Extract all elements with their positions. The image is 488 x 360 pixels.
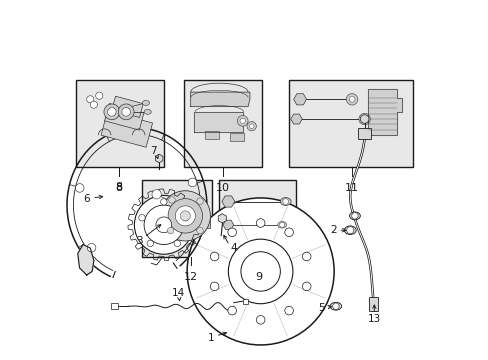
Circle shape [360,115,368,123]
Bar [160,220,210,228]
Circle shape [227,306,236,315]
Circle shape [107,108,116,116]
Circle shape [160,199,167,205]
Bar [230,133,244,140]
Bar [101,111,152,147]
Text: 14: 14 [172,288,185,298]
Circle shape [210,252,219,261]
Circle shape [249,124,253,129]
Text: 2: 2 [329,225,336,235]
Circle shape [187,198,333,345]
Circle shape [196,198,203,204]
Text: 9: 9 [255,272,262,282]
Bar [368,297,377,311]
Text: 3: 3 [136,236,143,246]
Ellipse shape [142,100,149,105]
Polygon shape [190,92,249,107]
Bar [112,96,143,117]
Text: 8: 8 [115,182,122,192]
Polygon shape [194,112,242,132]
Circle shape [332,303,339,310]
Bar [204,131,219,139]
Circle shape [302,252,310,261]
Circle shape [348,96,354,102]
Text: 7: 7 [149,146,156,156]
Circle shape [246,122,256,131]
Circle shape [361,116,367,122]
Circle shape [122,108,130,116]
Circle shape [279,222,284,227]
Circle shape [132,134,141,143]
Bar [183,80,262,167]
Circle shape [90,101,97,108]
Bar [289,80,412,167]
Bar [104,104,143,130]
Circle shape [134,195,193,254]
Circle shape [104,104,120,120]
Polygon shape [78,244,94,275]
Circle shape [227,228,236,237]
Circle shape [210,282,219,291]
Circle shape [147,240,153,247]
Circle shape [346,226,353,234]
Circle shape [96,92,102,99]
Circle shape [282,199,288,204]
Circle shape [256,219,264,227]
Circle shape [302,282,310,291]
Circle shape [168,197,175,203]
Text: 6: 6 [83,194,90,204]
Ellipse shape [144,109,151,114]
Text: 10: 10 [216,183,229,193]
Circle shape [284,228,293,237]
Text: 4: 4 [230,243,237,253]
Circle shape [284,306,293,315]
Circle shape [240,118,245,123]
Circle shape [196,228,203,234]
Text: 12: 12 [183,272,197,282]
Ellipse shape [329,302,341,310]
Circle shape [346,94,357,105]
Text: 8: 8 [115,183,122,193]
Circle shape [87,243,96,252]
Circle shape [156,217,171,233]
Ellipse shape [344,226,355,234]
Bar [242,299,248,304]
Ellipse shape [349,212,360,220]
Circle shape [75,184,84,192]
Circle shape [351,213,357,219]
Ellipse shape [277,222,286,228]
Text: 11: 11 [345,183,358,193]
Ellipse shape [280,198,290,206]
Circle shape [175,206,195,226]
Circle shape [237,116,247,126]
Circle shape [152,190,161,199]
Circle shape [144,205,183,244]
Circle shape [168,199,202,233]
Circle shape [167,228,174,234]
Circle shape [139,215,145,221]
Circle shape [256,316,264,324]
Bar [357,128,370,139]
Circle shape [86,96,94,103]
Bar [219,180,296,257]
Circle shape [358,113,369,125]
Circle shape [180,211,190,221]
Polygon shape [367,89,402,135]
Text: 5: 5 [317,303,324,314]
Circle shape [160,191,210,241]
Bar [142,180,212,257]
Circle shape [228,239,292,304]
Bar [111,303,117,309]
Circle shape [174,240,180,247]
Text: 13: 13 [367,315,380,324]
Text: 1: 1 [208,333,214,343]
Bar [76,80,163,167]
Circle shape [182,215,188,221]
Circle shape [241,252,280,291]
Circle shape [118,104,134,120]
Circle shape [188,178,196,187]
